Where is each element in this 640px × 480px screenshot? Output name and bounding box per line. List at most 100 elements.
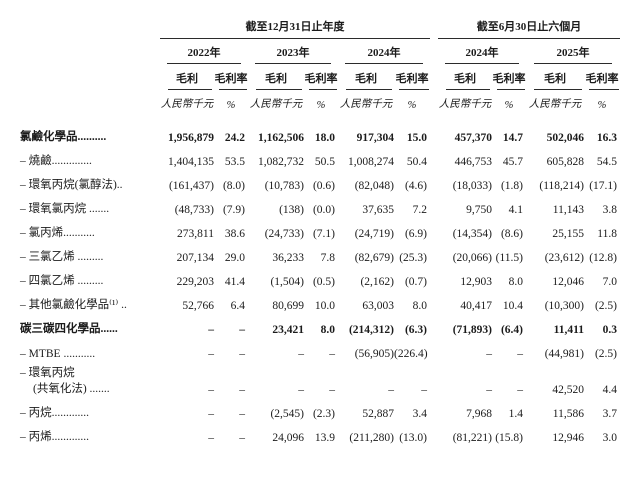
gross-margin-value: 38.6: [224, 228, 245, 240]
column-gap: [430, 268, 438, 292]
corner-cell: [20, 64, 160, 90]
column-gap: [430, 424, 438, 448]
gross-margin-value: 24.2: [224, 132, 245, 144]
document-page: 截至12月31日止年度 截至6月30日止六個月 2022年 2023年 2024…: [20, 0, 620, 448]
gross-margin-value: (25.3): [399, 252, 427, 264]
gross-margin-value: 16.3: [596, 132, 617, 144]
gross-margin-value: (15.8): [495, 432, 523, 444]
gross-profit-value: 11,411: [553, 324, 584, 336]
gross-profit-value: 1,082,732: [258, 156, 304, 168]
gross-margin-value: (7.1): [312, 228, 335, 240]
gross-profit-value: 23,421: [272, 324, 304, 336]
column-gap: [430, 244, 438, 268]
header-unit-row: 人民幣千元 % 人民幣千元 % 人民幣千元 % 人民幣千元 % 人民幣千元 %: [20, 90, 620, 114]
table-row: – 三氯乙烯 ......... 207,134 29.0 36,233 7.8 (82,…: [20, 244, 620, 268]
percent-unit-label: %: [597, 100, 607, 111]
column-gap: [430, 220, 438, 244]
header-group-row: 截至12月31日止年度 截至6月30日止六個月: [20, 12, 620, 39]
gross-profit-header: 毛利: [160, 64, 214, 90]
gross-margin-value: (8.0): [222, 180, 245, 192]
corner-cell: [20, 90, 160, 114]
gross-profit-value: 207,134: [176, 252, 214, 264]
gross-margin-value: (1.8): [500, 180, 523, 192]
percent-unit-label: %: [316, 100, 326, 111]
column-gap: [430, 148, 438, 172]
gross-profit-value: 1,404,135: [168, 156, 214, 168]
gross-profit-value: 52,766: [182, 300, 214, 312]
annual-period-header: 截至12月31日止年度: [160, 12, 430, 39]
gross-profit-value: (138): [279, 204, 304, 216]
gross-margin-value: (0.7): [404, 276, 427, 288]
gross-profit-value: 11,143: [552, 204, 584, 216]
gross-margin-header: 毛利率: [584, 64, 620, 90]
gross-profit-value: –: [208, 408, 214, 420]
currency-unit-label: 人民幣千元: [249, 99, 303, 110]
gross-margin-value: –: [517, 348, 523, 360]
table-row: – 燒鹼.............. 1,404,135 53.5 1,082,732…: [20, 148, 620, 172]
gross-margin-value: (6.9): [404, 228, 427, 240]
gross-profit-value: (48,733): [174, 204, 214, 216]
gross-profit-value: (161,437): [168, 180, 214, 192]
gross-profit-value: 446,753: [454, 156, 492, 168]
row-label: – 環氧丙烷 (共氧化法) .......: [20, 367, 110, 395]
gross-profit-value: 63,003: [362, 300, 394, 312]
gross-profit-value: 229,203: [176, 276, 214, 288]
gross-profit-value: (1,504): [270, 276, 304, 288]
gross-margin-value: (0.0): [312, 204, 335, 216]
year-header-2023: 2023年: [248, 38, 338, 64]
gross-margin-value: –: [239, 432, 245, 444]
gross-margin-value: 18.0: [314, 132, 335, 144]
table-row: – 丙烷............. – – (2,545) (2.3) 52,887 3.4…: [20, 400, 620, 424]
gross-margin-value: (2.5): [594, 300, 617, 312]
gross-profit-value: 273,811: [177, 228, 214, 240]
row-label: 碳三碳四化學品......: [20, 323, 118, 335]
gross-profit-value: 12,946: [552, 432, 584, 444]
gross-margin-value: 41.4: [224, 276, 245, 288]
gross-profit-value: –: [486, 384, 492, 396]
gross-margin-value: 6.4: [230, 300, 245, 312]
gross-margin-value: 0.3: [602, 324, 617, 336]
gross-margin-value: 3.8: [602, 204, 617, 216]
column-gap: [430, 64, 438, 90]
gross-margin-value: (17.1): [589, 180, 617, 192]
gross-profit-value: 40,417: [460, 300, 492, 312]
gross-margin-value: 53.5: [224, 156, 245, 168]
gross-margin-value: 4.4: [602, 384, 617, 396]
gross-margin-value: 4.1: [508, 204, 523, 216]
gross-margin-value: 8.0: [412, 300, 427, 312]
gross-margin-value: 8.0: [320, 324, 335, 336]
row-label: – 三氯乙烯 .........: [20, 251, 104, 263]
corner-cell: [20, 12, 160, 38]
column-gap: [430, 292, 438, 316]
gross-margin-value: (4.6): [404, 180, 427, 192]
gross-margin-value: (226.4): [394, 348, 428, 360]
interim-period-header: 截至6月30日止六個月: [438, 12, 620, 39]
gross-margin-value: –: [239, 348, 245, 360]
row-label: – 燒鹼..............: [20, 155, 92, 167]
gross-margin-value: 14.7: [502, 132, 523, 144]
gross-margin-header: 毛利率: [214, 64, 248, 90]
column-gap: [430, 340, 438, 364]
currency-unit-label: 人民幣千元: [438, 99, 492, 110]
gross-margin-value: –: [329, 348, 335, 360]
year-header-2024: 2024年: [338, 38, 430, 64]
gross-profit-table: 截至12月31日止年度 截至6月30日止六個月 2022年 2023年 2024…: [20, 12, 620, 448]
gross-margin-value: 10.4: [502, 300, 523, 312]
year-header-6m2025: 2025年: [526, 38, 620, 64]
gross-profit-value: 457,370: [454, 132, 492, 144]
gross-margin-value: 50.5: [314, 156, 335, 168]
table-header: 截至12月31日止年度 截至6月30日止六個月 2022年 2023年 2024…: [20, 12, 620, 114]
gross-margin-value: 10.0: [314, 300, 335, 312]
gross-margin-value: (2.3): [312, 408, 335, 420]
gross-margin-value: 54.5: [596, 156, 617, 168]
gross-margin-value: (2.5): [594, 348, 617, 360]
gross-profit-value: 1,008,274: [348, 156, 394, 168]
gross-margin-value: 29.0: [224, 252, 245, 264]
gross-profit-value: 1,956,879: [168, 132, 214, 144]
gross-profit-value: 37,635: [362, 204, 394, 216]
gross-profit-value: –: [298, 384, 304, 396]
row-label: – 環氧丙烷(氯醇法)..: [20, 179, 123, 191]
gross-margin-value: (12.8): [589, 252, 617, 264]
column-gap: [430, 38, 438, 64]
column-gap: [430, 12, 438, 38]
